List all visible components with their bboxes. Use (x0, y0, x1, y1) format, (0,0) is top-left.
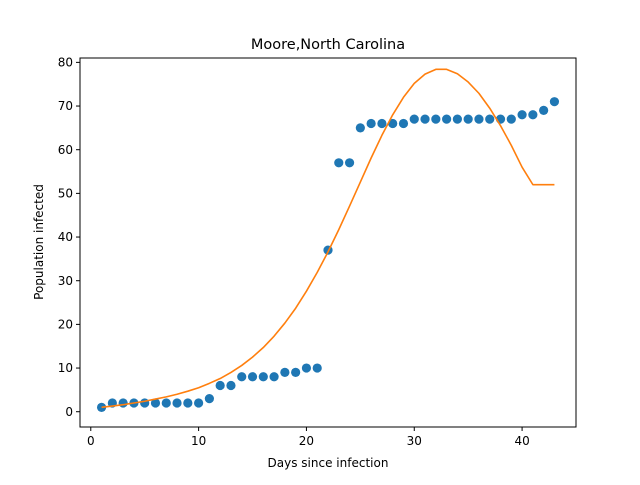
data-point (118, 398, 128, 408)
data-point (485, 114, 495, 124)
y-tick-label: 40 (58, 230, 73, 244)
data-point (247, 372, 258, 382)
data-point (528, 110, 538, 120)
data-point (431, 114, 441, 124)
y-tick-label: 50 (58, 187, 73, 201)
data-point (334, 158, 344, 168)
data-point (194, 398, 204, 408)
x-tick-label: 20 (299, 434, 314, 448)
y-tick-label: 20 (58, 318, 73, 332)
data-point (140, 398, 150, 408)
data-point (183, 398, 193, 408)
plot-area (96, 68, 560, 412)
data-point (549, 97, 560, 107)
y-tick-label: 60 (58, 143, 73, 157)
data-point (452, 114, 462, 124)
x-tick-label: 10 (191, 434, 206, 448)
data-point (344, 158, 355, 168)
data-point (258, 372, 268, 382)
axes-frame (79, 57, 577, 428)
chart-title: Moore,North Carolina (251, 37, 405, 53)
data-point (291, 367, 301, 378)
x-tick-label: 40 (514, 434, 529, 448)
y-tick-label: 70 (58, 99, 73, 113)
fit-curve-line (101, 68, 555, 409)
data-point (150, 398, 161, 408)
data-point (442, 114, 452, 124)
data-point (377, 118, 387, 129)
data-point (312, 363, 322, 373)
data-point (237, 372, 247, 382)
data-point (409, 114, 419, 124)
data-point (463, 114, 473, 124)
data-point (517, 110, 527, 120)
data-point (539, 105, 549, 115)
y-axis: 0 10 20 30 40 50 60 70 80 (58, 56, 80, 419)
data-point (226, 380, 236, 391)
data-point (269, 372, 279, 382)
y-tick-label: 30 (58, 274, 73, 288)
data-point (172, 398, 182, 408)
data-point (355, 123, 365, 133)
data-point (204, 394, 214, 404)
x-tick-label: 30 (407, 434, 422, 448)
y-tick-label: 0 (65, 405, 73, 419)
x-tick-label: 0 (87, 434, 95, 448)
data-point (398, 118, 409, 129)
data-point (366, 118, 376, 129)
data-point (388, 118, 398, 129)
data-point (301, 363, 312, 373)
x-axis-label: Days since infection (268, 456, 389, 470)
data-point (161, 398, 171, 408)
data-point (420, 114, 430, 124)
data-point (215, 380, 225, 391)
y-axis-label: Population infected (32, 184, 46, 300)
y-tick-label: 10 (58, 361, 73, 375)
data-point (474, 114, 484, 124)
y-tick-label: 80 (58, 56, 73, 70)
data-point (280, 367, 290, 378)
x-axis: 0 10 20 30 40 (87, 427, 530, 448)
data-point (506, 114, 516, 124)
